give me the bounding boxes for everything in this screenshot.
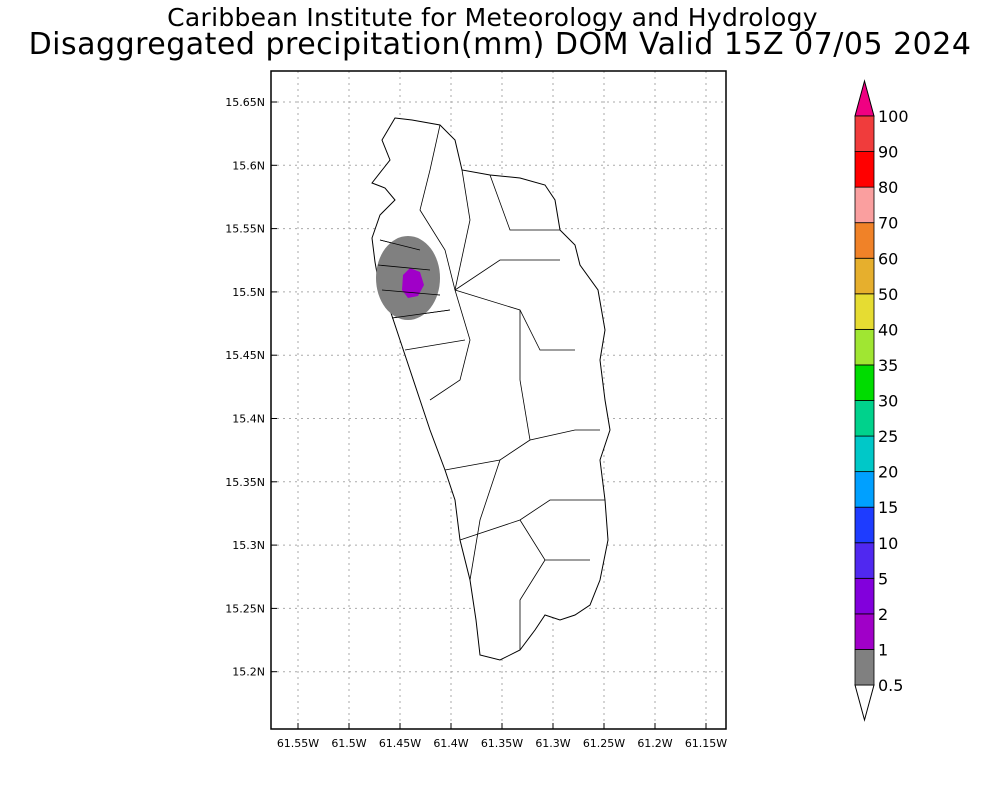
island-outline	[371, 117, 611, 661]
lon-tick-label: 61.15W	[685, 737, 727, 750]
lat-tick-label: 15.65N	[225, 96, 265, 109]
colorbar-swatch	[854, 471, 875, 508]
colorbar-swatch	[854, 435, 875, 473]
map-frame	[270, 70, 727, 730]
colorbar-label: 1	[878, 640, 888, 659]
colorbar-swatch	[854, 186, 875, 224]
colorbar-swatch	[854, 293, 875, 330]
lon-tick-label: 61.55W	[277, 737, 319, 750]
colorbar-swatch	[854, 506, 875, 544]
lat-tick-label: 15.2N	[232, 666, 265, 679]
colorbar-label: 60	[878, 249, 898, 268]
colorbar-label: 70	[878, 214, 898, 233]
lat-tick-label: 15.3N	[232, 539, 265, 552]
colorbar-label: 25	[878, 427, 898, 446]
island-dominica	[371, 117, 611, 661]
colorbar-swatch	[854, 542, 875, 579]
lat-tick-label: 15.45N	[225, 349, 265, 362]
colorbar-swatch	[854, 328, 875, 366]
colorbar-under-arrow	[854, 684, 875, 722]
precip-area-purple	[402, 268, 424, 298]
colorbar-label: 2	[878, 605, 888, 624]
colorbar-label: 100	[878, 107, 909, 126]
colorbar-over-arrow	[854, 79, 875, 117]
lon-tick-label: 61.4W	[433, 737, 468, 750]
colorbar-label: 0.5	[878, 676, 903, 695]
lat-tick-label: 15.6N	[232, 159, 265, 172]
colorbar-label: 50	[878, 285, 898, 304]
lat-tick-label: 15.4N	[232, 413, 265, 426]
watershed-boundaries	[377, 124, 605, 650]
lon-tick-label: 61.25W	[583, 737, 625, 750]
lon-tick-label: 61.2W	[637, 737, 672, 750]
lon-tick-label: 61.35W	[481, 737, 523, 750]
colorbar-label: 5	[878, 569, 888, 588]
colorbar-label: 15	[878, 498, 898, 517]
lon-tick-label: 61.3W	[535, 737, 570, 750]
colorbar-label: 40	[878, 320, 898, 339]
lat-tick-label: 15.35N	[225, 476, 265, 489]
lon-tick-label: 61.5W	[331, 737, 366, 750]
title-line-1: Caribbean Institute for Meteorology and …	[167, 3, 818, 32]
colorbar-label: 10	[878, 534, 898, 553]
longitude-labels: 61.55W 61.5W 61.45W 61.4W 61.35W 61.3W 61.25W 6…	[277, 723, 727, 750]
lat-tick-label: 15.25N	[225, 602, 265, 615]
colorbar-label: 80	[878, 178, 898, 197]
colorbar-swatch	[854, 257, 875, 295]
colorbar-label: 35	[878, 356, 898, 375]
colorbar-swatch	[854, 577, 875, 615]
lon-tick-label: 61.45W	[379, 737, 421, 750]
latitude-labels: 15.65N 15.6N 15.55N 15.5N 15.45N 15.4N 15.35N 1…	[225, 96, 277, 679]
colorbar-swatch	[854, 222, 875, 259]
overlay-boundaries	[377, 239, 451, 319]
lat-tick-label: 15.5N	[232, 286, 265, 299]
colorbar-swatch	[854, 115, 875, 152]
colorbar-swatch	[854, 400, 875, 437]
colorbar-label: 30	[878, 392, 898, 411]
colorbar-swatch	[854, 151, 875, 188]
lat-tick-label: 15.55N	[225, 223, 265, 236]
colorbar-swatch	[854, 364, 875, 401]
colorbar-swatch	[854, 613, 875, 650]
colorbar-swatch	[854, 649, 875, 686]
colorbar-label: 90	[878, 143, 898, 162]
title-line-2: Disaggregated precipitation(mm) DOM Vali…	[28, 27, 972, 62]
colorbar-label: 20	[878, 463, 898, 482]
